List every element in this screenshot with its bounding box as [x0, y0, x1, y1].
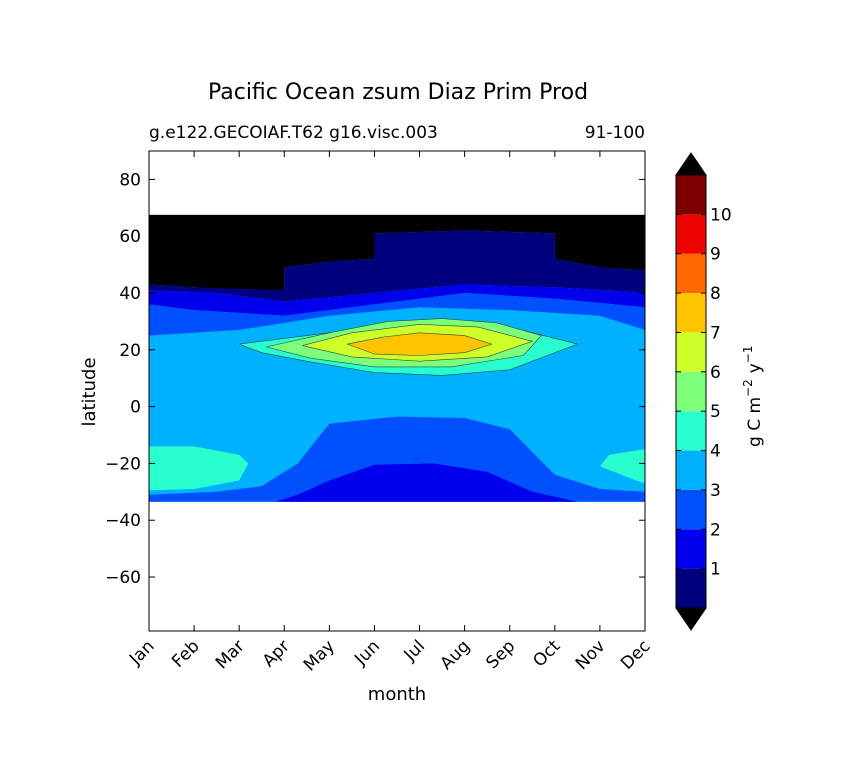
colorbar-extend-top	[675, 152, 707, 176]
colorbar-swatch	[676, 332, 706, 372]
colorbar-swatch	[676, 371, 706, 412]
y-tick-label: 0	[130, 398, 141, 418]
region-band-4-south-west	[149, 446, 249, 491]
colorbar-swatch	[676, 253, 706, 294]
colorbar-tick-label: 9	[710, 245, 721, 265]
colorbar-tick-label: 6	[710, 363, 721, 383]
colorbar-swatch	[676, 214, 706, 254]
y-tick-label: 40	[119, 284, 141, 304]
x-tick-label: Jan	[125, 636, 158, 669]
y-tick-label: 80	[119, 170, 141, 190]
region-band-1-north	[149, 230, 645, 302]
x-axis-label: month	[368, 684, 426, 705]
region-band-2-north	[149, 284, 645, 316]
y-tick-label: 60	[119, 227, 141, 247]
x-tick-label: May	[300, 636, 339, 675]
colorbar-label-mid: y	[745, 363, 765, 373]
colorbar-tick-label: 2	[710, 520, 721, 540]
y-tick-label: 20	[119, 341, 141, 361]
colorbar-label-exp1: −2	[741, 379, 755, 397]
contour-line-layer	[239, 318, 579, 376]
y-axis: 80 60 40 20 0 −20 −40 −60	[105, 170, 645, 588]
x-tick-label: Aug	[437, 636, 475, 674]
colorbar-tick-label: 7	[710, 323, 721, 343]
x-tick-label: Oct	[529, 636, 564, 671]
colorbar-tick-label: 8	[710, 284, 721, 304]
x-tick-label: Jul	[400, 636, 429, 665]
colorbar-swatch	[676, 293, 706, 333]
x-tick-label: Mar	[212, 636, 249, 673]
region-band-2-south	[275, 463, 578, 502]
x-tick-label: Apr	[259, 636, 294, 671]
chart-subtitle-right: 91-100	[585, 123, 645, 143]
colorbar-label-exp2: −1	[741, 346, 755, 364]
colorbar-extend-bottom	[675, 607, 707, 631]
x-tick-label: Feb	[168, 636, 203, 671]
colorbar-swatch	[676, 175, 706, 215]
colorbar-swatch	[676, 529, 706, 569]
region-band-4-south-east	[599, 449, 645, 484]
colorbar-swatch	[676, 411, 706, 451]
y-tick-label: −20	[105, 454, 141, 474]
contour-level-8	[346, 332, 493, 356]
y-tick-label: −60	[105, 568, 141, 588]
colorbar-tick-label: 4	[710, 442, 721, 462]
colorbar: 1 2 3 4 5 6 7 8 9 10	[675, 152, 732, 631]
x-tick-label: Sep	[482, 636, 519, 673]
colorbar-tick-label: 1	[710, 560, 721, 580]
region-band-3-north	[149, 293, 645, 336]
y-axis-label: latitude	[79, 357, 100, 426]
x-tick-label: Nov	[572, 636, 610, 674]
plot-frame	[148, 150, 646, 632]
chart-title: Pacific Ocean zsum Diaz Prim Prod	[208, 80, 588, 105]
colorbar-tick-label: 10	[710, 205, 732, 225]
y-tick-label: −40	[105, 511, 141, 531]
colorbar-swatch	[676, 450, 706, 490]
colorbar-label-main: g C m	[745, 397, 765, 447]
colorbar-swatch	[676, 568, 706, 608]
colorbar-tick-label: 3	[710, 481, 721, 501]
region-band-3-south	[149, 416, 645, 502]
x-tick-label: Jun	[350, 636, 384, 670]
region-land-north	[149, 214, 645, 291]
x-tick-label: Dec	[617, 636, 654, 673]
colorbar-label: g C m−2 y−1	[741, 346, 765, 448]
colorbar-frame	[675, 174, 707, 609]
colorbar-tick-label: 5	[710, 402, 721, 422]
chart-subtitle-left: g.e122.GECOIAF.T62 g16.visc.003	[149, 123, 438, 143]
colorbar-swatch	[676, 489, 706, 530]
